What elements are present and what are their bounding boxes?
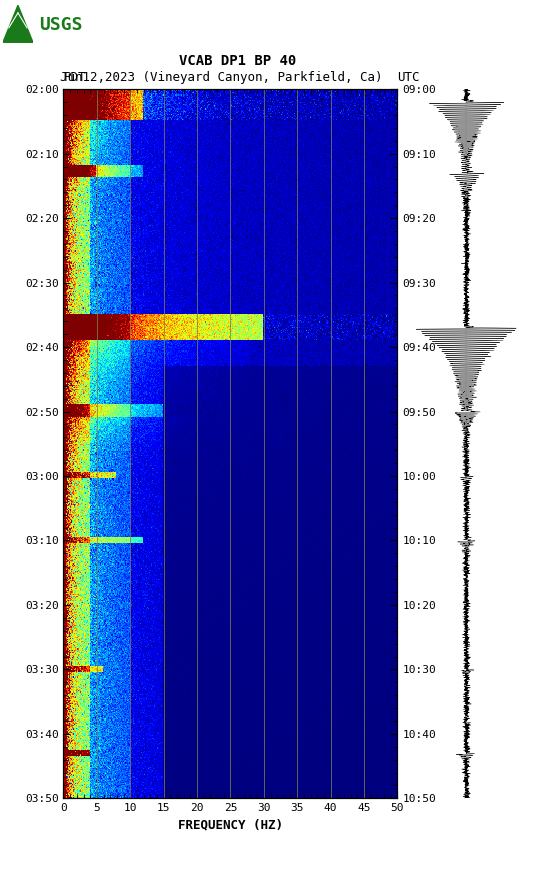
Text: USGS: USGS [39,16,82,34]
X-axis label: FREQUENCY (HZ): FREQUENCY (HZ) [178,819,283,831]
Text: UTC: UTC [397,70,420,84]
Polygon shape [3,5,33,43]
Text: Jun12,2023 (Vineyard Canyon, Parkfield, Ca): Jun12,2023 (Vineyard Canyon, Parkfield, … [60,70,382,84]
Text: PDT: PDT [63,70,86,84]
Text: VCAB DP1 BP 40: VCAB DP1 BP 40 [179,54,296,68]
